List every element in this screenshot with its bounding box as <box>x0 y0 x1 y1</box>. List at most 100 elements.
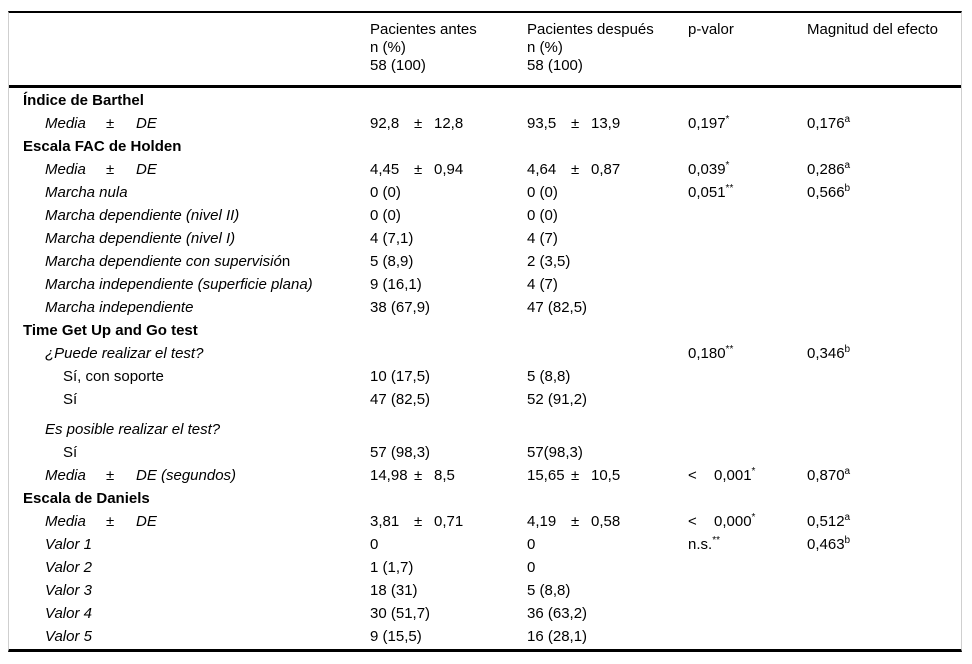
row-label: Media ± DE <box>9 513 370 530</box>
results-table: Pacientes antes n (%) 58 (100) Pacientes… <box>8 11 962 652</box>
row-label: Valor 2 <box>9 559 370 576</box>
count-value: 0 <box>527 536 536 553</box>
row-label: ¿Puede realizar el test? <box>9 345 370 362</box>
header-line: Pacientes después <box>527 21 654 38</box>
row-label: Valor 4 <box>9 605 370 622</box>
table-row: Es posible realizar el test? <box>9 418 961 441</box>
mean-label-de: DE <box>136 115 157 132</box>
row-label-suffix: n <box>281 253 291 270</box>
plusminus-sign: ± <box>571 467 580 484</box>
header-patients-before: Pacientes antes n (%) 58 (100) <box>370 21 527 75</box>
less-than-sign: < <box>688 467 697 484</box>
effect-footnote-marker: a <box>844 114 851 125</box>
count-value: 16 (28,1) <box>527 628 588 645</box>
cell-patients-before: 0 (0) <box>370 207 527 224</box>
p-footnote-marker: ** <box>725 183 734 194</box>
p-footnote-marker: * <box>751 466 756 477</box>
sd-value: 10,5 <box>591 467 621 484</box>
cell-patients-before: 30 (51,7) <box>370 605 527 622</box>
p-footnote-marker: * <box>751 512 756 523</box>
row-label-text: Sí <box>63 444 78 461</box>
header-line: 58 (100) <box>527 57 583 74</box>
row-label: Valor 1 <box>9 536 370 553</box>
count-value: 57(98,3) <box>527 444 583 461</box>
cell-p-value: 0,180** <box>688 344 807 363</box>
header-empty-cell <box>9 21 370 75</box>
mean-value: 4,45 <box>370 161 400 178</box>
cell-patients-after: 4,19 ±0,58 <box>527 513 688 530</box>
effect-footnote-marker: a <box>844 512 851 523</box>
table-row: Media ± DE 3,81 ±0,71 4,19 ±0,58 <0,000* 0,512a <box>9 510 961 533</box>
table-row: Índice de Barthel <box>9 89 961 112</box>
mean-value: 3,81 <box>370 513 400 530</box>
count-value: 18 (31) <box>370 582 418 599</box>
row-label: Media ± DE (segundos) <box>9 467 370 484</box>
cell-patients-before: 0 <box>370 536 527 553</box>
cell-p-value: 0,051** <box>688 183 807 202</box>
row-label-text: Valor 4 <box>45 605 92 622</box>
row-label-text: Marcha dependiente (nivel II) <box>45 207 240 224</box>
plusminus-sign: ± <box>414 513 423 530</box>
table-row: Marcha independiente (superficie plana) 9… <box>9 273 961 296</box>
effect-size-text: 0,286 <box>807 161 845 178</box>
cell-effect-size: 0,463b <box>807 536 961 554</box>
sd-value: 12,8 <box>434 115 464 132</box>
row-label-text: Time Get Up and Go test <box>23 322 198 339</box>
mean-label-media: Media <box>45 115 86 132</box>
count-value: 38 (67,9) <box>370 299 431 316</box>
row-label: Escala FAC de Holden <box>9 138 370 155</box>
table-row: Valor 4 30 (51,7) 36 (63,2) <box>9 602 961 625</box>
count-value: 0 (0) <box>527 184 558 201</box>
cell-patients-before: 92,8 ±12,8 <box>370 115 527 132</box>
table-row: Valor 1 0 0 n.s.** 0,463b <box>9 533 961 556</box>
header-effect-size: Magnitud del efecto <box>807 21 961 75</box>
count-value: 5 (8,9) <box>370 253 414 270</box>
count-value: 0 (0) <box>370 207 401 224</box>
p-footnote-marker: ** <box>725 344 734 355</box>
table-row: Valor 3 18 (31) 5 (8,8) <box>9 579 961 602</box>
sd-value: 0,71 <box>434 513 464 530</box>
row-label-text: Valor 1 <box>45 536 92 553</box>
plusminus-sign: ± <box>414 115 423 132</box>
count-value: 9 (16,1) <box>370 276 422 293</box>
table-row: Escala FAC de Holden <box>9 135 961 158</box>
table-row: Valor 2 1 (1,7) 0 <box>9 556 961 579</box>
mean-label-de: DE (segundos) <box>136 467 237 484</box>
count-value: 47 (82,5) <box>527 299 588 316</box>
cell-effect-size: 0,566b <box>807 184 961 202</box>
row-label-text: ¿Puede realizar el test? <box>45 345 204 362</box>
cell-patients-before: 14,98 ±8,5 <box>370 467 527 484</box>
table-body: Índice de Barthel Media ± DE 92,8 ±12,8 93,5 ±1… <box>9 88 961 649</box>
p-value-text: 0,001 <box>714 467 752 484</box>
mean-label-plusminus: ± <box>106 467 115 484</box>
cell-patients-before: 4,45 ±0,94 <box>370 161 527 178</box>
cell-patients-after: 16 (28,1) <box>527 628 688 645</box>
plusminus-sign: ± <box>414 467 423 484</box>
count-value: 5 (8,8) <box>527 368 571 385</box>
row-label-text: Sí, con soporte <box>63 368 164 385</box>
table-header: Pacientes antes n (%) 58 (100) Pacientes… <box>9 13 961 88</box>
count-value: 9 (15,5) <box>370 628 422 645</box>
p-value-text: n.s. <box>688 536 713 553</box>
row-label-text: Marcha independiente <box>45 299 194 316</box>
cell-effect-size: 0,870a <box>807 467 961 485</box>
row-label: Índice de Barthel <box>9 92 370 109</box>
row-label-text: Marcha nula <box>45 184 128 201</box>
count-value: 36 (63,2) <box>527 605 588 622</box>
cell-patients-after: 57(98,3) <box>527 444 688 461</box>
row-label-text: Valor 2 <box>45 559 92 576</box>
count-value: 47 (82,5) <box>370 391 431 408</box>
cell-patients-after: 47 (82,5) <box>527 299 688 316</box>
mean-label-media: Media <box>45 467 86 484</box>
table-row: Media ± DE 92,8 ±12,8 93,5 ±13,9 0,197* 0,176a <box>9 112 961 135</box>
p-footnote-marker: * <box>725 114 730 125</box>
cell-patients-after: 2 (3,5) <box>527 253 688 270</box>
row-label: Sí <box>9 391 370 408</box>
count-value: 4 (7) <box>527 230 558 247</box>
mean-label-plusminus: ± <box>106 513 115 530</box>
row-label-text: Es posible realizar el test? <box>45 421 221 438</box>
table-row: Media ± DE (segundos) 14,98 ±8,5 15,65 ±10,5 <0… <box>9 464 961 487</box>
mean-value: 4,19 <box>527 513 557 530</box>
mean-value: 15,65 <box>527 467 565 484</box>
cell-patients-before: 57 (98,3) <box>370 444 527 461</box>
